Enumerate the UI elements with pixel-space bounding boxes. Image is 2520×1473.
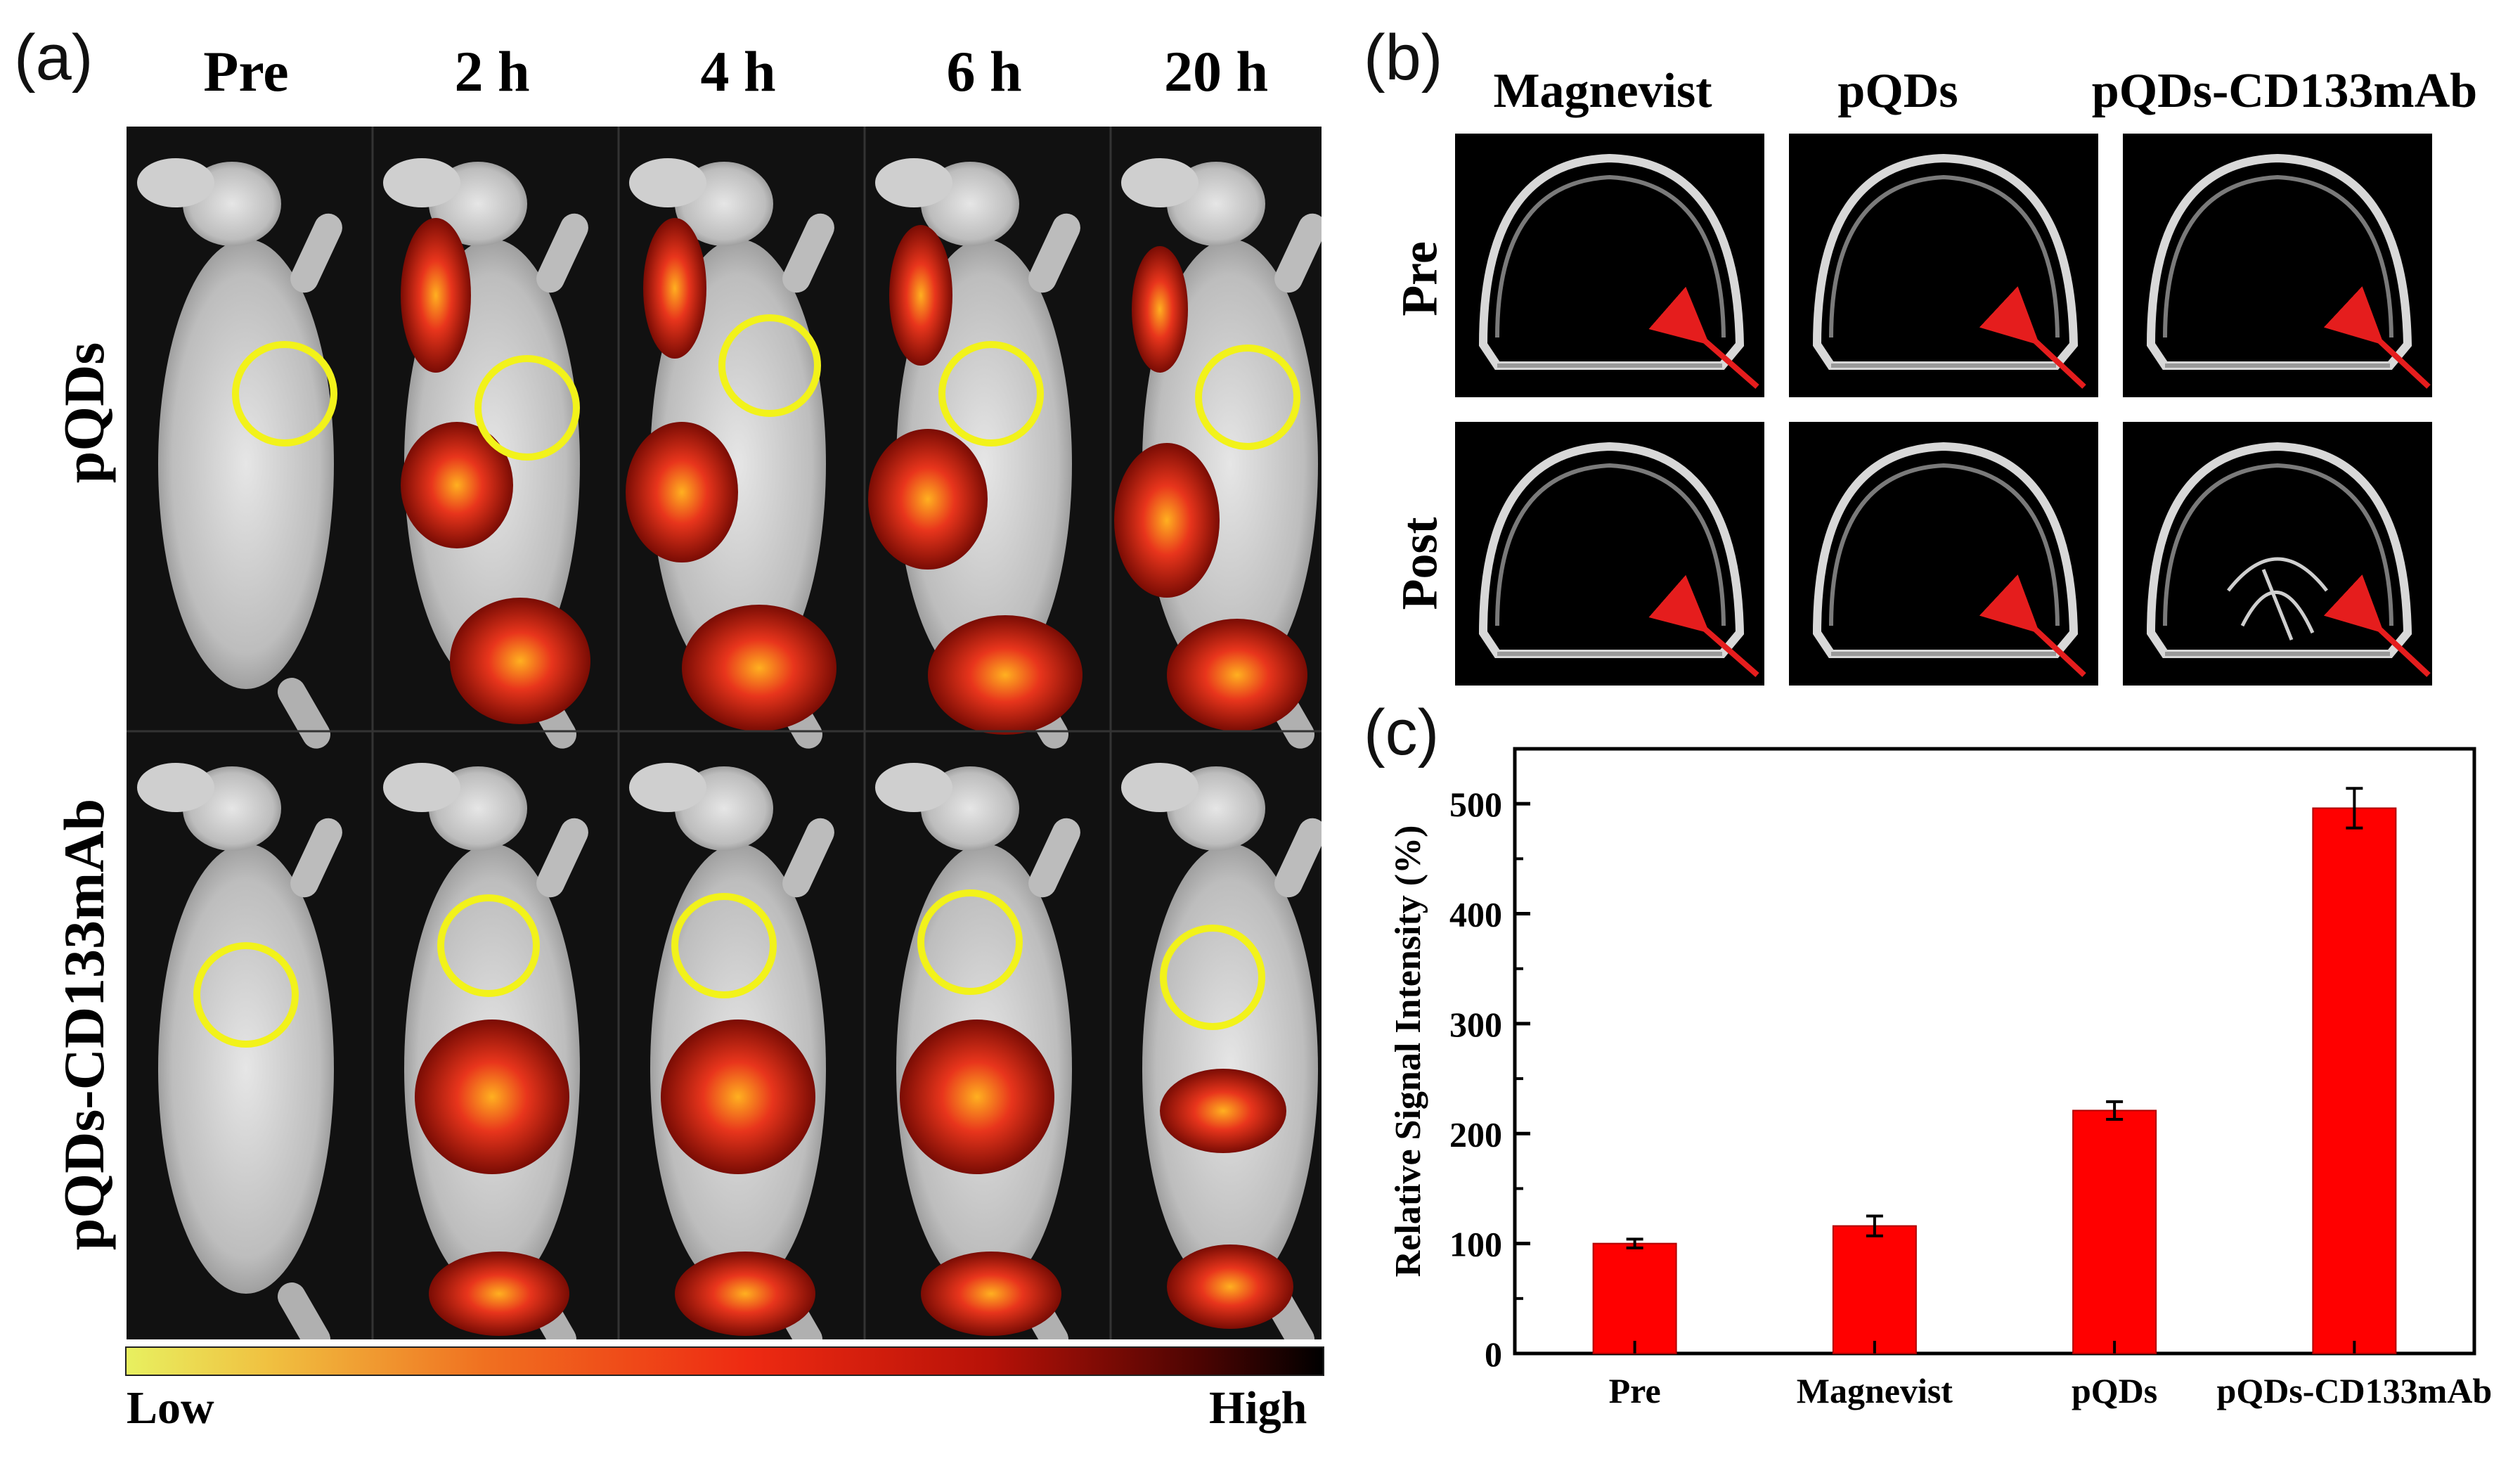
tumor-circle xyxy=(474,355,580,461)
mri-col-header-magnevist: Magnevist xyxy=(1493,64,1712,118)
time-header-6h: 6 h xyxy=(946,39,1022,103)
panel-label-c: (c) xyxy=(1364,697,1440,768)
red-arrow xyxy=(1648,574,1759,678)
error-bar xyxy=(1866,1214,1883,1237)
bars xyxy=(1592,787,2397,1355)
y-ticks: 0 100 200 300 400 500 xyxy=(1449,747,1530,1374)
red-arrow xyxy=(1648,286,1759,390)
colorbar-low-label: Low xyxy=(127,1382,214,1434)
mouse-pqds-2h xyxy=(383,158,593,754)
y-tick-label: 200 xyxy=(1449,1114,1502,1154)
mouse-pqds-4h xyxy=(626,158,839,754)
red-arrow xyxy=(2323,286,2431,389)
row-header-pqds-cd133mab: pQDs-CD133mAb xyxy=(52,798,116,1251)
row-header-pqds: pQDs xyxy=(52,342,116,484)
mouse-cd133-6h xyxy=(875,763,1085,1358)
bar-magnevist xyxy=(1832,1225,1917,1354)
mouse-cd133-4h xyxy=(629,763,839,1358)
tumor-circle xyxy=(437,894,540,997)
y-tick-label: 500 xyxy=(1449,785,1502,824)
x-tick-label: pQDs xyxy=(2072,1371,2157,1410)
mri-pqds-pre xyxy=(1789,134,2098,397)
tumor-circle xyxy=(718,314,821,417)
red-arrow xyxy=(1979,286,2086,389)
mri-magnevist-pre xyxy=(1455,134,1764,397)
mouse-cd133-2h xyxy=(383,763,593,1358)
tumor-circle xyxy=(232,341,337,446)
tumor-circle xyxy=(671,893,777,998)
fluorescence-image-grid xyxy=(127,127,1331,1358)
panel-label-a: (a) xyxy=(14,22,93,94)
y-axis-label: Relative Signal Intensity (%) xyxy=(1388,825,1428,1278)
mri-col-header-pqds-cd133mab: pQDs-CD133mAb xyxy=(2091,64,2478,118)
x-tick-label: Pre xyxy=(1609,1371,1661,1410)
mouse-pqds-6h xyxy=(868,158,1085,754)
tumor-circle xyxy=(1195,345,1300,450)
bar-chart-container: Relative Signal Intensity (%) 0 100 200 300… xyxy=(1378,731,2502,1448)
mri-row-header-post: Post xyxy=(1391,517,1448,610)
mri-col-header-pqds: pQDs xyxy=(1837,64,1958,118)
tumor-circle xyxy=(938,341,1044,446)
plot-frame xyxy=(1513,747,2476,1356)
time-header-2h: 2 h xyxy=(454,39,530,103)
x-tick-label: pQDs-CD133mAb xyxy=(2217,1371,2493,1410)
tumor-circle xyxy=(1160,925,1265,1030)
mri-magnevist-post xyxy=(1455,422,1764,686)
time-header-pre: Pre xyxy=(203,39,289,103)
tumor-circle xyxy=(917,889,1023,995)
intensity-colorbar xyxy=(125,1346,1324,1376)
colorbar-high-label: High xyxy=(1209,1382,1307,1434)
x-tick-labels: Pre Magnevist pQDs pQDs-CD133mAb xyxy=(1609,1341,2493,1410)
mri-image-svg xyxy=(1455,134,2474,696)
red-arrow xyxy=(2323,574,2431,677)
y-tick-label: 300 xyxy=(1449,1005,1502,1044)
red-arrow xyxy=(1979,574,2086,677)
time-header-4h: 4 h xyxy=(700,39,776,103)
error-bar xyxy=(2346,787,2363,830)
bar-pqds-cd133mab xyxy=(2312,807,2397,1355)
mri-pqds-post xyxy=(1789,422,2098,686)
x-tick-label: Magnevist xyxy=(1797,1371,1953,1410)
y-tick-label: 400 xyxy=(1449,895,1502,934)
mouse-cd133-20h xyxy=(1121,763,1331,1358)
bar-pre xyxy=(1592,1242,1677,1354)
time-header-20h: 20 h xyxy=(1163,39,1269,103)
y-tick-label: 0 xyxy=(1485,1334,1502,1374)
mri-image-grid xyxy=(1455,134,2474,696)
mouse-cd133-pre xyxy=(137,763,347,1358)
error-bar xyxy=(2106,1100,2124,1121)
mouse-pqds-20h xyxy=(1114,158,1331,754)
fluorescence-image-svg xyxy=(127,127,1331,1358)
bar-pqds xyxy=(2072,1109,2157,1354)
mouse-pqds-pre xyxy=(137,158,347,754)
y-tick-label: 100 xyxy=(1449,1225,1502,1264)
panel-label-b: (b) xyxy=(1364,22,1443,94)
tumor-circle xyxy=(193,942,299,1048)
error-bar xyxy=(1626,1237,1643,1249)
bar-chart-svg: Relative Signal Intensity (%) 0 100 200 300… xyxy=(1388,747,2493,1410)
mri-cd133-post xyxy=(2123,422,2432,686)
mri-row-header-pre: Pre xyxy=(1391,241,1448,316)
mri-cd133-pre xyxy=(2123,134,2432,397)
